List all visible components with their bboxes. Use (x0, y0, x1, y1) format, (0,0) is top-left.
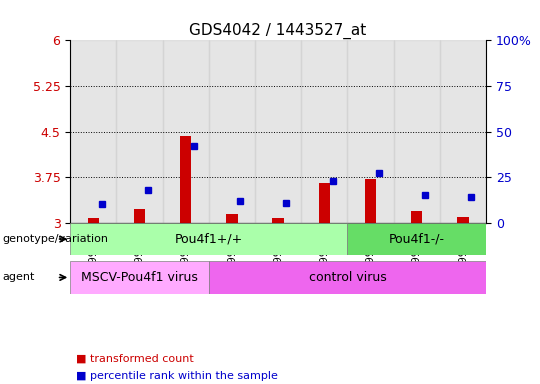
Bar (319, 183, 330, 223)
Bar (347, 223, 486, 255)
Text: control virus: control virus (308, 271, 386, 284)
Text: MSCV-Pou4f1 virus: MSCV-Pou4f1 virus (81, 271, 198, 284)
Bar (457, 217, 469, 223)
Text: ■ transformed count: ■ transformed count (76, 354, 193, 364)
Bar (117, 40, 163, 223)
Text: genotype/variation: genotype/variation (3, 234, 109, 244)
Bar (180, 136, 192, 223)
Bar (440, 40, 486, 223)
Bar (347, 40, 394, 223)
Bar (364, 179, 376, 223)
Bar (272, 218, 284, 223)
Text: agent: agent (3, 272, 35, 283)
Bar (163, 40, 209, 223)
Bar (301, 40, 347, 223)
Text: Pou4f1+/+: Pou4f1+/+ (174, 233, 243, 245)
Bar (70, 40, 117, 223)
Bar (411, 211, 422, 223)
Bar (87, 218, 99, 223)
Bar (394, 40, 440, 223)
Bar (209, 261, 486, 294)
Text: ■ percentile rank within the sample: ■ percentile rank within the sample (76, 371, 278, 381)
Title: GDS4042 / 1443527_at: GDS4042 / 1443527_at (190, 23, 367, 39)
Bar (70, 261, 209, 294)
Bar (134, 209, 145, 223)
Bar (209, 40, 255, 223)
Bar (70, 223, 347, 255)
Bar (226, 214, 238, 223)
Bar (255, 40, 301, 223)
Text: Pou4f1-/-: Pou4f1-/- (389, 233, 445, 245)
